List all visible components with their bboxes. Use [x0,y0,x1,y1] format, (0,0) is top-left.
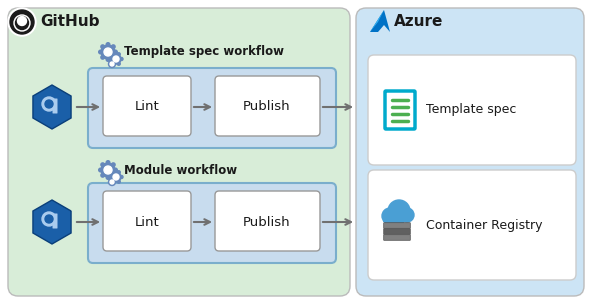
FancyBboxPatch shape [103,191,191,251]
Circle shape [112,53,115,56]
Circle shape [117,53,120,56]
FancyBboxPatch shape [385,91,415,129]
Circle shape [14,15,30,31]
Circle shape [120,57,123,60]
Circle shape [400,208,414,222]
Circle shape [114,168,117,172]
Circle shape [101,174,105,177]
Circle shape [108,178,115,185]
Circle shape [101,163,115,177]
Circle shape [110,180,114,184]
Circle shape [382,208,398,224]
Circle shape [99,50,102,54]
Circle shape [101,56,105,59]
FancyBboxPatch shape [368,55,576,165]
Text: GitHub: GitHub [40,15,99,29]
Text: Module workflow: Module workflow [124,164,237,177]
FancyBboxPatch shape [356,8,584,296]
Circle shape [8,8,36,36]
FancyBboxPatch shape [88,183,336,263]
Circle shape [45,100,53,108]
FancyBboxPatch shape [53,98,57,113]
FancyBboxPatch shape [384,229,410,234]
FancyBboxPatch shape [384,223,410,228]
Circle shape [42,212,56,226]
Text: Azure: Azure [394,13,443,29]
Circle shape [104,166,112,174]
Circle shape [117,62,120,65]
FancyBboxPatch shape [103,76,191,136]
Polygon shape [370,10,384,32]
Circle shape [106,43,110,46]
Circle shape [111,45,115,49]
FancyBboxPatch shape [215,76,320,136]
Polygon shape [370,10,390,32]
Circle shape [18,16,27,26]
Circle shape [104,48,112,56]
FancyBboxPatch shape [383,214,409,222]
FancyBboxPatch shape [88,68,336,148]
FancyBboxPatch shape [368,170,576,280]
Circle shape [99,168,102,172]
Polygon shape [12,11,20,18]
Circle shape [391,211,405,225]
Circle shape [111,54,121,64]
Circle shape [106,161,110,164]
Circle shape [112,62,115,65]
Circle shape [117,171,120,174]
Polygon shape [33,200,71,244]
Circle shape [388,200,410,222]
Circle shape [108,60,115,67]
Circle shape [112,180,115,183]
Circle shape [45,215,53,223]
FancyBboxPatch shape [384,235,410,240]
Circle shape [101,163,105,167]
Circle shape [113,56,119,62]
Text: Lint: Lint [134,101,159,113]
Circle shape [106,58,110,61]
Circle shape [111,174,115,177]
Circle shape [120,175,123,178]
Text: Template spec workflow: Template spec workflow [124,46,284,58]
Circle shape [111,163,115,167]
Circle shape [109,57,112,60]
Text: Publish: Publish [243,101,291,113]
Circle shape [101,45,115,59]
Text: Publish: Publish [243,216,291,229]
Circle shape [110,62,114,66]
Polygon shape [24,11,32,18]
Circle shape [114,50,117,54]
Circle shape [10,10,34,34]
Circle shape [106,176,110,179]
FancyBboxPatch shape [8,8,350,296]
Circle shape [113,174,119,180]
Circle shape [109,175,112,178]
Circle shape [15,16,28,29]
Text: Template spec: Template spec [426,103,516,116]
Circle shape [112,171,115,174]
Circle shape [101,45,105,49]
Circle shape [117,180,120,183]
Text: Container Registry: Container Registry [426,219,542,232]
FancyBboxPatch shape [53,213,57,229]
Text: Lint: Lint [134,216,159,229]
Circle shape [111,56,115,59]
Polygon shape [33,85,71,129]
Circle shape [42,97,56,111]
FancyBboxPatch shape [215,191,320,251]
Circle shape [111,172,121,182]
